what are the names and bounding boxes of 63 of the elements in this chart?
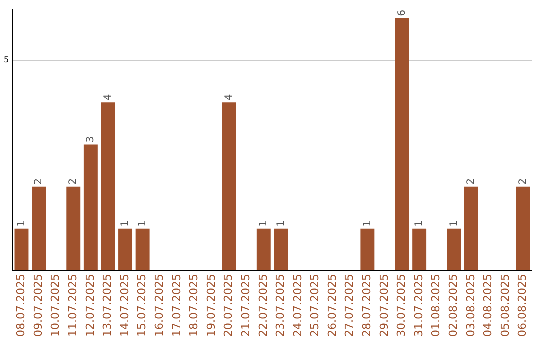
data-label: 1 (414, 220, 426, 227)
data-label: 6 (396, 10, 408, 16)
x-tick-label: 12.07.2025 (84, 274, 97, 338)
bar (412, 228, 427, 271)
data-label: 4 (102, 94, 114, 101)
bar (136, 228, 150, 271)
x-tick-label: 27.07.2025 (343, 274, 356, 338)
data-label: 1 (16, 220, 28, 227)
data-label: 4 (224, 94, 235, 101)
x-tick-label: 23.07.2025 (274, 274, 288, 338)
x-tick-label: 02.08.2025 (447, 274, 460, 338)
x-tick-label: 18.07.2025 (188, 274, 201, 338)
bar (66, 186, 81, 271)
bar (447, 228, 462, 271)
x-tick-label: 04.08.2025 (482, 274, 495, 338)
x-tick-label: 30.07.2025 (395, 274, 408, 338)
x-tick-label: 21.07.2025 (239, 274, 252, 338)
bar (360, 228, 375, 271)
data-label: 1 (137, 220, 148, 227)
bar (222, 102, 236, 271)
x-tick-label: 11.07.2025 (66, 274, 80, 338)
x-tick-label: 28.07.2025 (360, 274, 374, 338)
x-tick-label: 16.07.2025 (152, 274, 166, 338)
data-label: 1 (258, 220, 270, 227)
y-tick-label: 5 (4, 56, 10, 65)
x-tick-label: 05.08.2025 (498, 274, 512, 338)
x-tick-label: 13.07.2025 (101, 274, 114, 338)
bar (32, 186, 46, 271)
x-tick-label: 20.07.2025 (222, 274, 236, 338)
data-label: 3 (86, 136, 97, 143)
bar (118, 228, 133, 271)
bar (101, 102, 116, 271)
x-tick-label: 25.07.2025 (308, 274, 322, 338)
x-tick-label: 09.07.2025 (32, 274, 45, 338)
data-label: 2 (68, 178, 80, 185)
bar (516, 186, 530, 271)
bar (14, 228, 29, 271)
x-tick-label: 03.08.2025 (464, 274, 478, 338)
bar (84, 144, 98, 271)
x-tick-label: 22.07.2025 (256, 274, 270, 338)
x-tick-label: 29.07.2025 (378, 274, 391, 338)
bar (464, 186, 478, 271)
x-tick-label: 08.07.2025 (14, 274, 28, 338)
bar (395, 18, 410, 271)
data-label: 1 (276, 220, 287, 227)
data-label: 1 (120, 220, 132, 227)
x-tick-label: 10.07.2025 (49, 274, 62, 338)
data-label: 1 (448, 220, 460, 227)
data-label: 1 (362, 220, 374, 227)
x-tick-label: 15.07.2025 (136, 274, 149, 338)
data-label: 2 (518, 178, 529, 185)
bar (256, 228, 271, 271)
x-tick-label: 26.07.2025 (326, 274, 339, 338)
bar (274, 228, 288, 271)
data-label: 2 (466, 178, 478, 185)
x-tick-label: 17.07.2025 (170, 274, 184, 338)
x-tick-label: 19.07.2025 (204, 274, 218, 338)
x-tick-label: 06.08.2025 (516, 274, 530, 338)
x-tick-label: 01.08.2025 (430, 274, 443, 338)
data-label: 2 (34, 178, 45, 185)
x-tick-label: 24.07.2025 (291, 274, 304, 338)
x-tick-label: 14.07.2025 (118, 274, 132, 338)
x-tick-label: 31.07.2025 (412, 274, 426, 338)
